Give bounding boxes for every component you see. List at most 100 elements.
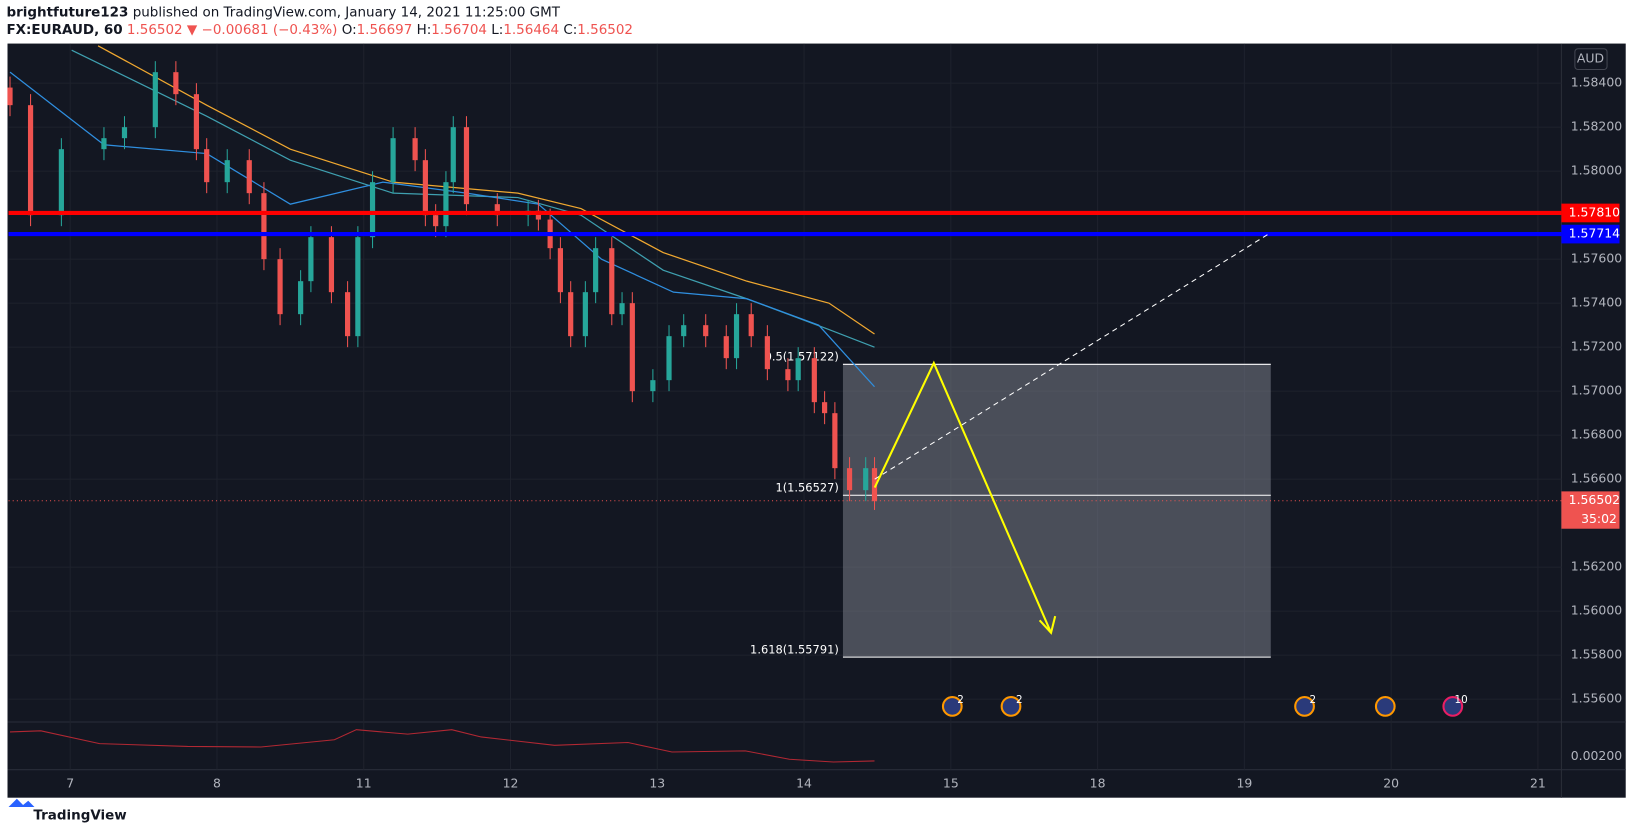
event-icon (941, 696, 963, 717)
y-tick-label: 1.57200 (1571, 339, 1623, 354)
event-count: 10 (1454, 694, 1467, 706)
dashed-projection (874, 233, 1269, 480)
l-value: 1.56464 (503, 22, 559, 38)
indicator-tick-label: 0.00200 (1571, 748, 1623, 763)
candle-body (27, 105, 34, 216)
symbol: FX:EURAUD, 60 (6, 22, 122, 38)
candle-body (261, 193, 267, 260)
y-tick-label: 1.56200 (1571, 559, 1623, 574)
logo-icon (8, 798, 35, 808)
candle-body (557, 248, 564, 293)
candle-body (422, 160, 428, 216)
candle-body (811, 358, 817, 403)
y-tick-label: 1.56000 (1571, 603, 1623, 618)
y-tick-label: 1.58400 (1571, 75, 1623, 90)
x-tick-label: 7 (66, 776, 74, 791)
candle-body (344, 292, 351, 337)
published: published on TradingView.com, January 14… (133, 4, 561, 20)
arrow-head (1038, 615, 1057, 635)
candle-body (593, 248, 599, 293)
candle-body (871, 468, 878, 502)
x-tick-label: 19 (1236, 776, 1252, 791)
candle-body (494, 204, 500, 216)
x-tick-label: 13 (649, 776, 665, 791)
fib-box (842, 364, 1271, 658)
candle-body (703, 325, 709, 337)
candle-body (450, 127, 456, 183)
candle-body (369, 182, 376, 238)
currency-box[interactable] (1574, 48, 1608, 71)
candle-body (412, 138, 418, 161)
h-value: 1.56704 (431, 22, 487, 38)
event-count: 2 (957, 694, 964, 706)
candle-body (390, 138, 396, 183)
candle-body (443, 182, 449, 227)
moving-average (97, 45, 875, 335)
y-tick-label: 1.58200 (1571, 119, 1623, 134)
candle-body (121, 127, 128, 139)
countdown: 35:02 (1581, 511, 1617, 526)
candle-body (650, 380, 656, 392)
fib-label: 1(1.56527) (775, 480, 838, 494)
event-count: 2 (1310, 694, 1317, 706)
candle-body (681, 325, 687, 337)
candle-body (723, 336, 729, 359)
o-value: 1.56697 (357, 22, 413, 38)
x-tick-label: 18 (1090, 776, 1106, 791)
candle-body (58, 149, 64, 216)
candle-body (101, 138, 107, 150)
level-label-box (1561, 224, 1620, 244)
event-icon (1000, 696, 1022, 717)
plot: 1.55600 1.55800 1.56000 1.56200 1.56600 1.568… (7, 43, 1623, 791)
last-price-box (1561, 491, 1620, 529)
x-tick-label: 8 (213, 776, 221, 791)
x-tick-label: 12 (503, 776, 519, 791)
candle-body (204, 149, 210, 183)
candle-body (433, 215, 439, 227)
footer[interactable]: TradingView (33, 807, 126, 823)
candle-body (152, 72, 158, 128)
candle-body (795, 358, 801, 381)
event-count: 2 (1016, 694, 1023, 706)
candle-body (846, 468, 853, 491)
x-tick-label: 15 (943, 776, 959, 791)
candle-body (764, 336, 770, 370)
moving-average (9, 71, 875, 388)
chart-area (7, 43, 1626, 798)
x-tick-label: 21 (1530, 776, 1546, 791)
y-tick-label: 1.58000 (1571, 163, 1623, 178)
candle-body (355, 237, 361, 337)
l-key: L: (491, 22, 503, 38)
change: ▼ −0.00681 (−0.43%) (187, 22, 337, 38)
y-tick-label: 1.57000 (1571, 383, 1623, 398)
h-key: H: (417, 22, 432, 38)
y-tick-label: 1.55600 (1571, 691, 1623, 706)
level-label-box (1561, 203, 1620, 223)
candle-body (733, 314, 740, 359)
c-value: 1.56502 (577, 22, 633, 38)
drawings (873, 233, 1269, 635)
level-label: 1.57810 (1569, 204, 1621, 219)
y-tick-label: 1.55800 (1571, 647, 1623, 662)
candle-body (568, 292, 574, 337)
c-key: C: (563, 22, 577, 38)
candle-body (609, 248, 615, 315)
y-tick-label: 1.57400 (1571, 295, 1623, 310)
o-key: O: (342, 22, 357, 38)
candle-body (463, 127, 470, 205)
candle-body (863, 468, 869, 491)
event-icon (1374, 696, 1396, 717)
candle-body (666, 336, 672, 381)
candle-body (328, 237, 335, 293)
candle-body (308, 237, 314, 282)
candle-body (224, 160, 230, 183)
candle-body (582, 292, 588, 337)
last: 1.56502 (127, 22, 183, 38)
candle-body (173, 72, 179, 95)
candle-body (246, 160, 252, 194)
zigzag-projection (873, 360, 1052, 634)
currency: AUD (1577, 51, 1604, 66)
level-label: 1.57714 (1569, 226, 1621, 241)
